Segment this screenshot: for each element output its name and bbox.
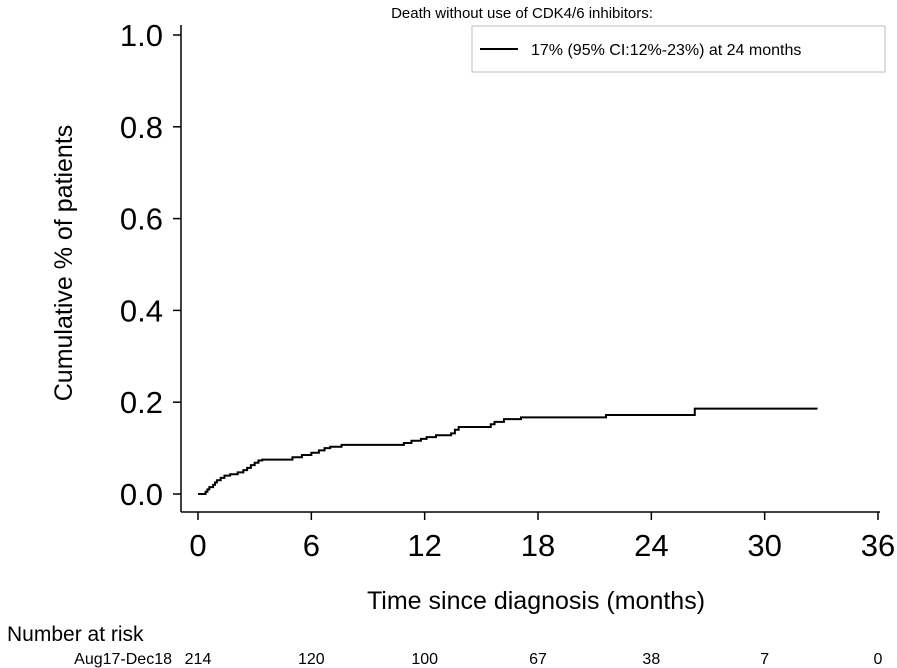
risk-count: 100 bbox=[411, 651, 438, 668]
x-tick-label: 30 bbox=[747, 528, 781, 563]
y-tick-label: 0.0 bbox=[120, 477, 163, 512]
risk-table: Number at risk Aug17-Dec18 214 120 100 67 38… bbox=[7, 623, 883, 668]
legend: Death without use of CDK4/6 inhibitors: … bbox=[391, 5, 886, 73]
series-line bbox=[198, 407, 818, 495]
y-tick-label: 1.0 bbox=[120, 18, 163, 53]
risk-count: 38 bbox=[642, 651, 660, 668]
risk-count: 120 bbox=[298, 651, 325, 668]
series-layer bbox=[198, 407, 818, 495]
y-ticks: 0.0 0.2 0.4 0.6 0.8 1.0 bbox=[120, 18, 181, 512]
risk-row-label: Aug17-Dec18 bbox=[74, 651, 172, 668]
risk-values: 214 120 100 67 38 7 0 bbox=[185, 651, 883, 668]
axes bbox=[180, 25, 880, 513]
risk-count: 0 bbox=[874, 651, 883, 668]
x-tick-label: 36 bbox=[861, 528, 895, 563]
x-ticks: 0 6 12 18 24 30 36 bbox=[189, 512, 895, 563]
legend-box bbox=[471, 25, 886, 73]
y-axis-title: Cumulative % of patients bbox=[50, 125, 78, 402]
risk-count: 214 bbox=[185, 651, 212, 668]
y-tick-label: 0.4 bbox=[120, 293, 163, 328]
x-tick-label: 24 bbox=[634, 528, 668, 563]
y-tick-label: 0.6 bbox=[120, 202, 163, 237]
legend-entry: 17% (95% CI:12%-23%) at 24 months bbox=[531, 42, 801, 59]
x-tick-label: 0 bbox=[189, 528, 206, 563]
risk-count: 67 bbox=[529, 651, 547, 668]
x-tick-label: 18 bbox=[521, 528, 555, 563]
legend-title: Death without use of CDK4/6 inhibitors: bbox=[391, 5, 653, 22]
risk-count: 7 bbox=[760, 651, 769, 668]
x-axis-title: Time since diagnosis (months) bbox=[367, 587, 705, 615]
x-tick-label: 12 bbox=[407, 528, 441, 563]
y-tick-label: 0.2 bbox=[120, 385, 163, 420]
risk-table-heading: Number at risk bbox=[7, 623, 144, 646]
y-tick-label: 0.8 bbox=[120, 110, 163, 145]
x-tick-label: 6 bbox=[303, 528, 320, 563]
